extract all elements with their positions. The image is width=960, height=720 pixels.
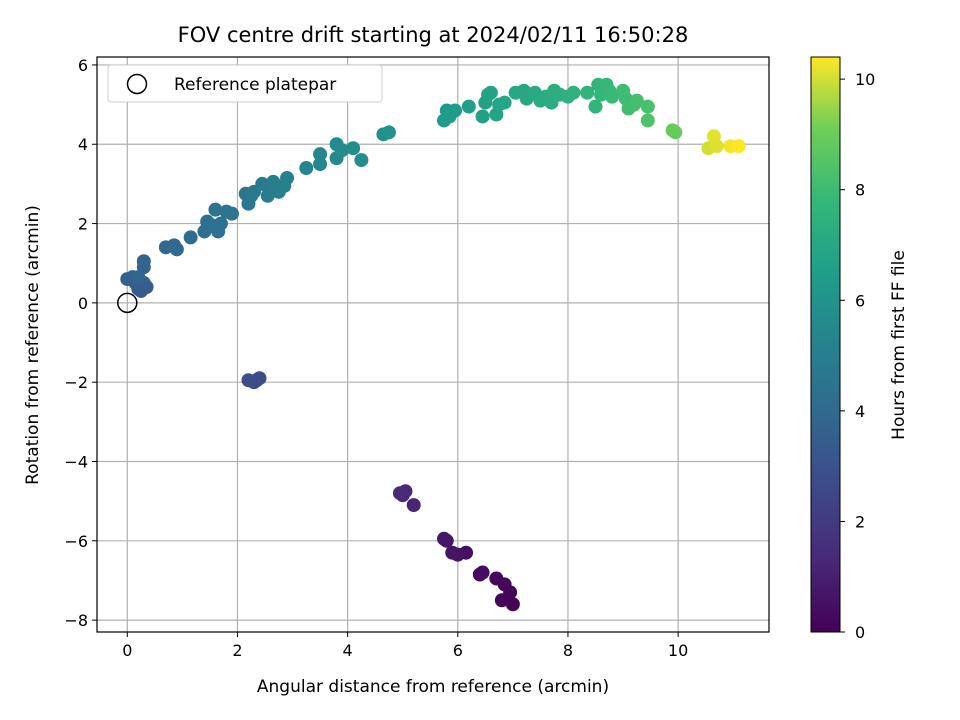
data-point: [605, 89, 620, 104]
x-tick-label: 8: [563, 641, 573, 660]
y-tick-label: −6: [64, 532, 88, 551]
x-tick-label: 4: [343, 641, 353, 660]
x-tick-label: 2: [232, 641, 242, 660]
data-point: [665, 123, 680, 138]
colorbar-tick-label: 8: [855, 181, 865, 200]
chart-title: FOV centre drift starting at 2024/02/11 …: [178, 23, 689, 47]
colorbar-ticks: 0 2 4 6 8 10: [840, 70, 875, 642]
data-point: [136, 254, 151, 269]
y-tick-label: 4: [78, 135, 88, 154]
colorbar-tick-label: 4: [855, 402, 865, 421]
data-point: [346, 141, 361, 156]
data-point: [494, 593, 509, 608]
legend-marker-icon: [126, 73, 148, 95]
y-tick-label: 2: [78, 215, 88, 234]
y-axis-label: Rotation from reference (arcmin): [23, 205, 43, 485]
data-point: [354, 153, 369, 168]
data-point: [505, 597, 520, 612]
colorbar-tick-label: 0: [855, 623, 865, 642]
data-point: [241, 373, 256, 388]
y-tick-label: −4: [64, 452, 88, 471]
data-point: [437, 531, 452, 546]
x-axis-label: Angular distance from reference (arcmin): [257, 677, 609, 697]
data-point: [313, 147, 328, 162]
plot-frame: [96, 56, 770, 633]
data-point: [448, 103, 463, 118]
grid-lines: [97, 57, 769, 632]
data-point: [461, 99, 476, 114]
data-point: [213, 216, 228, 231]
data-point: [313, 157, 328, 172]
data-point: [472, 567, 487, 582]
x-tick-label: 6: [453, 641, 463, 660]
data-point: [475, 109, 490, 124]
data-point: [566, 85, 581, 100]
axis-ticks: 0 2 4 6 8 10 −8 −6 −4 −2 0 2 4 6: [64, 56, 688, 660]
colorbar-label: Hours from first FF file: [889, 250, 909, 440]
data-point: [392, 486, 407, 501]
data-point: [224, 206, 239, 221]
data-point: [588, 99, 603, 114]
data-point: [299, 161, 314, 176]
x-tick-label: 0: [122, 641, 132, 660]
data-point: [381, 125, 396, 140]
data-points: [117, 77, 746, 612]
data-point: [483, 85, 498, 100]
y-tick-label: 6: [78, 56, 88, 75]
data-point: [640, 99, 655, 114]
colorbar-tick-label: 6: [855, 291, 865, 310]
data-point: [731, 139, 746, 154]
colorbar-gradient: [810, 56, 841, 633]
legend-entry-reference: Reference platepar: [174, 75, 336, 95]
colorbar-tick-label: 2: [855, 512, 865, 531]
data-point: [169, 242, 184, 257]
data-point: [445, 545, 460, 560]
legend: Reference platepar: [107, 64, 383, 103]
data-point: [580, 85, 595, 100]
data-point: [629, 93, 644, 108]
y-tick-label: −8: [64, 611, 88, 630]
data-point: [706, 129, 721, 144]
colorbar: 0 2 4 6 8 10 Hours from first FF file: [810, 56, 909, 642]
legend-box: [107, 64, 383, 103]
reference-platepar-marker: [117, 292, 138, 314]
y-tick-label: 0: [78, 294, 88, 313]
data-point: [335, 143, 350, 158]
data-point: [640, 113, 655, 128]
data-point: [241, 196, 256, 211]
data-point: [208, 202, 223, 217]
data-point: [489, 571, 504, 586]
data-point: [497, 95, 512, 110]
colorbar-tick-label: 10: [855, 70, 875, 89]
data-point: [183, 230, 198, 245]
data-point: [252, 371, 267, 386]
data-point: [280, 170, 295, 185]
data-point: [131, 270, 146, 285]
y-tick-label: −2: [64, 373, 88, 392]
data-point: [406, 498, 421, 513]
x-tick-label: 10: [668, 641, 688, 660]
